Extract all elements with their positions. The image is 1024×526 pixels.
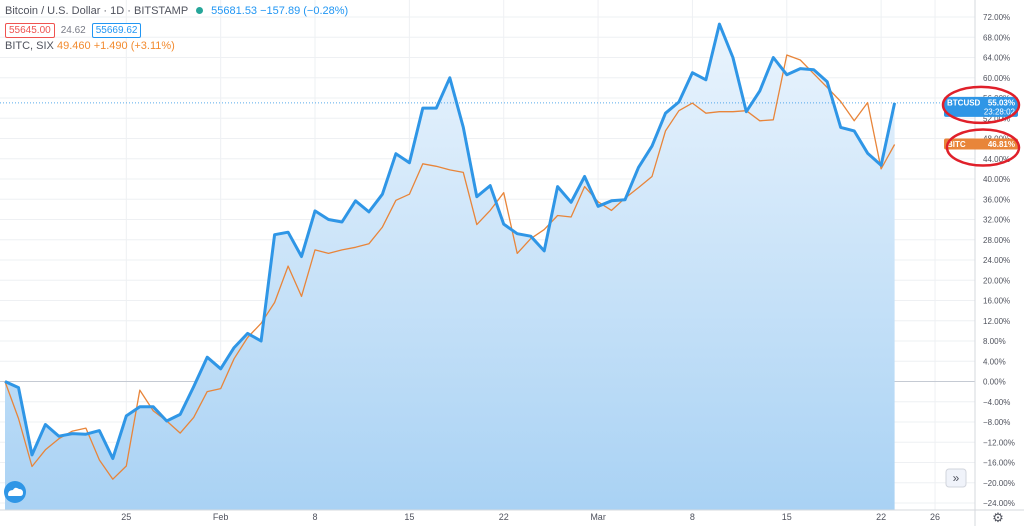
cloud-icon [8, 487, 23, 496]
btcusd-area-fill [5, 24, 895, 510]
settings-button[interactable]: ⚙ [992, 511, 1004, 526]
series-value-label: 55.03% [988, 98, 1015, 107]
y-tick-label: −24.00% [983, 499, 1015, 508]
y-tick-label: −4.00% [983, 398, 1010, 407]
y-tick-label: 64.00% [983, 54, 1010, 63]
y-tick-label: 40.00% [983, 175, 1010, 184]
time-axis[interactable]: 25 Feb 8 15 22 Mar 8 15 22 26 [121, 512, 940, 522]
last-price: 55681.53 [211, 5, 258, 17]
x-tick-label: Mar [590, 512, 606, 522]
compare-change: +1.490 (+3.11%) [93, 40, 175, 52]
ask-price-box[interactable]: 55669.62 [91, 23, 142, 38]
y-tick-label: −8.00% [983, 418, 1010, 427]
y-tick-label: 4.00% [983, 357, 1006, 366]
bid-ask-row: 55645.00 24.62 55669.62 [5, 23, 142, 38]
y-tick-label: 8.00% [983, 337, 1006, 346]
compare-last: 49.460 [56, 40, 91, 52]
series-name-label: BTCUSD [947, 98, 981, 107]
tradingview-logo[interactable] [4, 481, 26, 503]
y-tick-label: −12.00% [983, 438, 1015, 447]
double-chevron-right-icon: » [953, 471, 960, 485]
y-tick-label: −20.00% [983, 479, 1015, 488]
y-tick-label: 32.00% [983, 216, 1010, 225]
y-tick-label: 28.00% [983, 236, 1010, 245]
series-value-label: 46.81% [988, 140, 1015, 149]
btcusd-highlight-ellipse [941, 85, 1021, 125]
compare-symbol: BITC, SIX [5, 40, 54, 52]
x-tick-label: 8 [690, 512, 695, 522]
y-tick-label: 44.00% [983, 155, 1010, 164]
legend-compare-row[interactable]: BITC, SIX 49.460 +1.490 (+3.11%) [5, 40, 175, 52]
bitc-value-label: BITC 46.81% [944, 138, 1018, 150]
y-tick-label: 72.00% [983, 13, 1010, 22]
y-tick-label: 36.00% [983, 195, 1010, 204]
price-change: −157.89 (−0.28%) [260, 5, 349, 17]
y-tick-label: 60.00% [983, 74, 1010, 83]
y-tick-label: 52.00% [983, 114, 1010, 123]
price-axis[interactable]: 72.00%68.00%64.00%60.00%56.00%52.00%48.0… [983, 13, 1015, 508]
y-tick-label: 16.00% [983, 297, 1010, 306]
x-tick-label: 22 [876, 512, 886, 522]
gear-icon: ⚙ [992, 511, 1004, 526]
symbol-title: Bitcoin / U.S. Dollar · 1D · BITSTAMP [5, 5, 189, 17]
bitc-highlight-ellipse [945, 128, 1021, 167]
btcusd-value-label: BTCUSD 55.03%23:28:02 [944, 96, 1018, 117]
x-tick-label: 15 [404, 512, 414, 522]
y-tick-label: 0.00% [983, 378, 1006, 387]
scroll-to-realtime-button[interactable]: » [945, 468, 967, 488]
highlight-annotations [941, 85, 1021, 167]
x-tick-label: Feb [213, 512, 229, 522]
y-tick-label: 24.00% [983, 256, 1010, 265]
last-value-labels: BTCUSD 55.03%23:28:02 BITC 46.81% [944, 96, 1018, 150]
x-tick-label: 26 [930, 512, 940, 522]
legend-main-row[interactable]: Bitcoin / U.S. Dollar · 1D · BITSTAMP 556… [5, 5, 348, 17]
x-tick-label: 15 [782, 512, 792, 522]
y-tick-label: 20.00% [983, 276, 1010, 285]
spread-value: 24.62 [60, 25, 86, 36]
plot-area[interactable] [0, 22, 975, 510]
bid-price-box[interactable]: 55645.00 [5, 23, 55, 38]
y-tick-label: −16.00% [983, 459, 1015, 468]
x-tick-label: 22 [499, 512, 509, 522]
btcusd-series-line[interactable] [4, 22, 897, 460]
y-tick-label: 68.00% [983, 33, 1010, 42]
series-name-label: BITC [947, 140, 966, 149]
y-tick-label: 12.00% [983, 317, 1010, 326]
bar-countdown: 23:28:02 [984, 107, 1016, 116]
x-tick-label: 8 [313, 512, 318, 522]
market-status-icon [196, 7, 204, 14]
x-tick-label: 25 [121, 512, 131, 522]
